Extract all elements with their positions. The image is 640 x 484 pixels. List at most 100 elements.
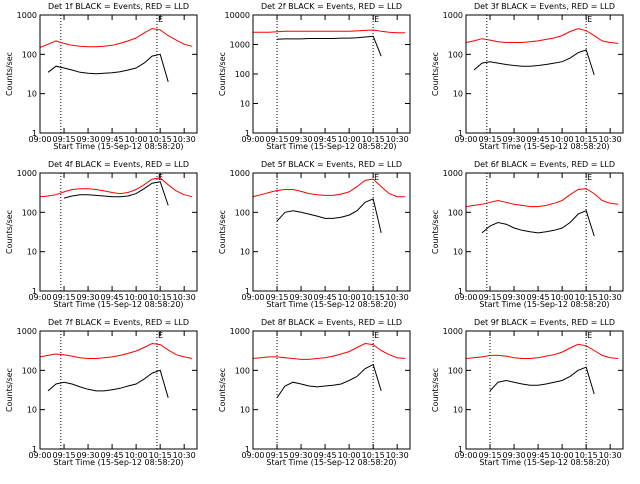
x-tick-label: 10:15: [149, 293, 172, 302]
y-axis-label: Counts/sec: [431, 368, 440, 412]
x-axis-label: Start Time (15-Sep-12 08:58:20): [53, 300, 183, 309]
x-axis-label: Start Time (15-Sep-12 08:58:20): [53, 458, 183, 467]
y-tick-label: 1000: [17, 327, 37, 336]
x-axis-label: Start Time (15-Sep-12 08:58:20): [266, 142, 396, 151]
plot-frame: [39, 330, 198, 450]
x-tick-label: 10:00: [125, 451, 148, 460]
x-tick-label: 09:45: [101, 451, 124, 460]
data-line: [39, 177, 193, 198]
y-tick-label: 10: [27, 90, 37, 99]
data-line: [39, 28, 193, 48]
y-tick-label: 1000: [443, 169, 463, 178]
event-label: E: [374, 173, 379, 182]
y-axis-label: Counts/sec: [5, 52, 14, 96]
x-tick-label: 09:00: [454, 135, 477, 144]
event-label: E: [374, 15, 379, 24]
y-tick-label: 100: [448, 50, 463, 59]
event-label: E: [587, 15, 592, 24]
x-axis-label: Start Time (15-Sep-12 08:58:20): [266, 458, 396, 467]
x-tick-label: 09:45: [314, 135, 337, 144]
x-tick-label: 10:30: [599, 135, 622, 144]
x-tick-label: 09:30: [503, 135, 526, 144]
y-tick-label: 100: [22, 50, 37, 59]
x-tick-label: 10:30: [173, 451, 196, 460]
x-tick-label: 10:15: [149, 135, 172, 144]
data-line: [39, 342, 193, 359]
y-tick-label: 1000: [17, 11, 37, 20]
x-tick-label: 09:00: [241, 135, 264, 144]
plot-frame: [252, 14, 411, 134]
y-tick-label: 100: [22, 208, 37, 217]
y-tick-label: 1: [245, 445, 250, 454]
data-line: [276, 198, 382, 234]
y-tick-label: 100: [235, 208, 250, 217]
y-tick-label: 10: [453, 248, 463, 257]
y-tick-label: 100: [22, 366, 37, 375]
plot-frame: [252, 172, 411, 292]
x-tick-label: 10:30: [173, 293, 196, 302]
x-tick-label: 09:45: [314, 293, 337, 302]
x-tick-label: 10:30: [386, 451, 409, 460]
y-tick-label: 1: [458, 287, 463, 296]
data-line: [47, 369, 169, 398]
data-line: [465, 343, 619, 359]
y-tick-label: 100: [235, 70, 250, 79]
x-tick-label: 10:15: [575, 451, 598, 460]
y-tick-label: 10: [453, 90, 463, 99]
x-tick-label: 10:00: [125, 293, 148, 302]
y-tick-label: 100: [448, 366, 463, 375]
x-tick-label: 09:15: [478, 135, 501, 144]
x-tick-label: 09:00: [28, 293, 51, 302]
y-axis-label: Counts/sec: [431, 52, 440, 96]
event-label: E: [587, 331, 592, 340]
x-tick-label: 10:15: [575, 135, 598, 144]
x-tick-label: 09:45: [527, 135, 550, 144]
event-label: E: [158, 15, 163, 24]
x-tick-label: 10:00: [338, 293, 361, 302]
x-tick-label: 10:00: [338, 451, 361, 460]
x-tick-label: 09:15: [265, 451, 288, 460]
x-tick-label: 10:15: [575, 293, 598, 302]
y-axis-label: Counts/sec: [5, 368, 14, 412]
y-tick-label: 10: [27, 248, 37, 257]
chart-title: Det 6f BLACK = Events, RED = LLD: [474, 160, 615, 169]
x-tick-label: 09:15: [265, 293, 288, 302]
x-tick-label: 10:00: [551, 135, 574, 144]
plot-frame: [39, 172, 198, 292]
y-tick-label: 1: [32, 445, 37, 454]
x-tick-label: 09:00: [28, 451, 51, 460]
x-tick-label: 09:00: [241, 451, 264, 460]
data-line: [481, 210, 595, 237]
data-line: [489, 366, 595, 395]
x-tick-label: 09:00: [454, 451, 477, 460]
data-line: [47, 53, 169, 82]
x-tick-label: 10:30: [599, 451, 622, 460]
x-tick-label: 09:45: [101, 293, 124, 302]
y-tick-label: 100: [235, 366, 250, 375]
x-tick-label: 10:30: [386, 293, 409, 302]
data-line: [253, 29, 406, 34]
x-tick-label: 10:30: [173, 135, 196, 144]
x-tick-label: 10:15: [362, 135, 385, 144]
y-tick-label: 1: [32, 287, 37, 296]
x-tick-label: 09:30: [290, 135, 313, 144]
y-tick-label: 10: [453, 406, 463, 415]
x-tick-label: 09:00: [28, 135, 51, 144]
chart-title: Det 5f BLACK = Events, RED = LLD: [261, 160, 402, 169]
y-tick-label: 1000: [17, 169, 37, 178]
y-tick-label: 100: [448, 208, 463, 217]
chart-title: Det 2f BLACK = Events, RED = LLD: [261, 2, 402, 11]
plot-frame: [252, 330, 411, 450]
y-tick-label: 10: [240, 100, 250, 109]
x-tick-label: 09:00: [241, 293, 264, 302]
y-tick-label: 10: [240, 248, 250, 257]
y-axis-label: Counts/sec: [218, 52, 227, 96]
y-tick-label: 1000: [443, 11, 463, 20]
x-tick-label: 10:00: [551, 451, 574, 460]
y-tick-label: 1: [245, 287, 250, 296]
x-tick-label: 09:45: [527, 451, 550, 460]
y-tick-label: 1: [458, 445, 463, 454]
x-tick-label: 09:45: [527, 293, 550, 302]
x-tick-label: 10:15: [362, 451, 385, 460]
